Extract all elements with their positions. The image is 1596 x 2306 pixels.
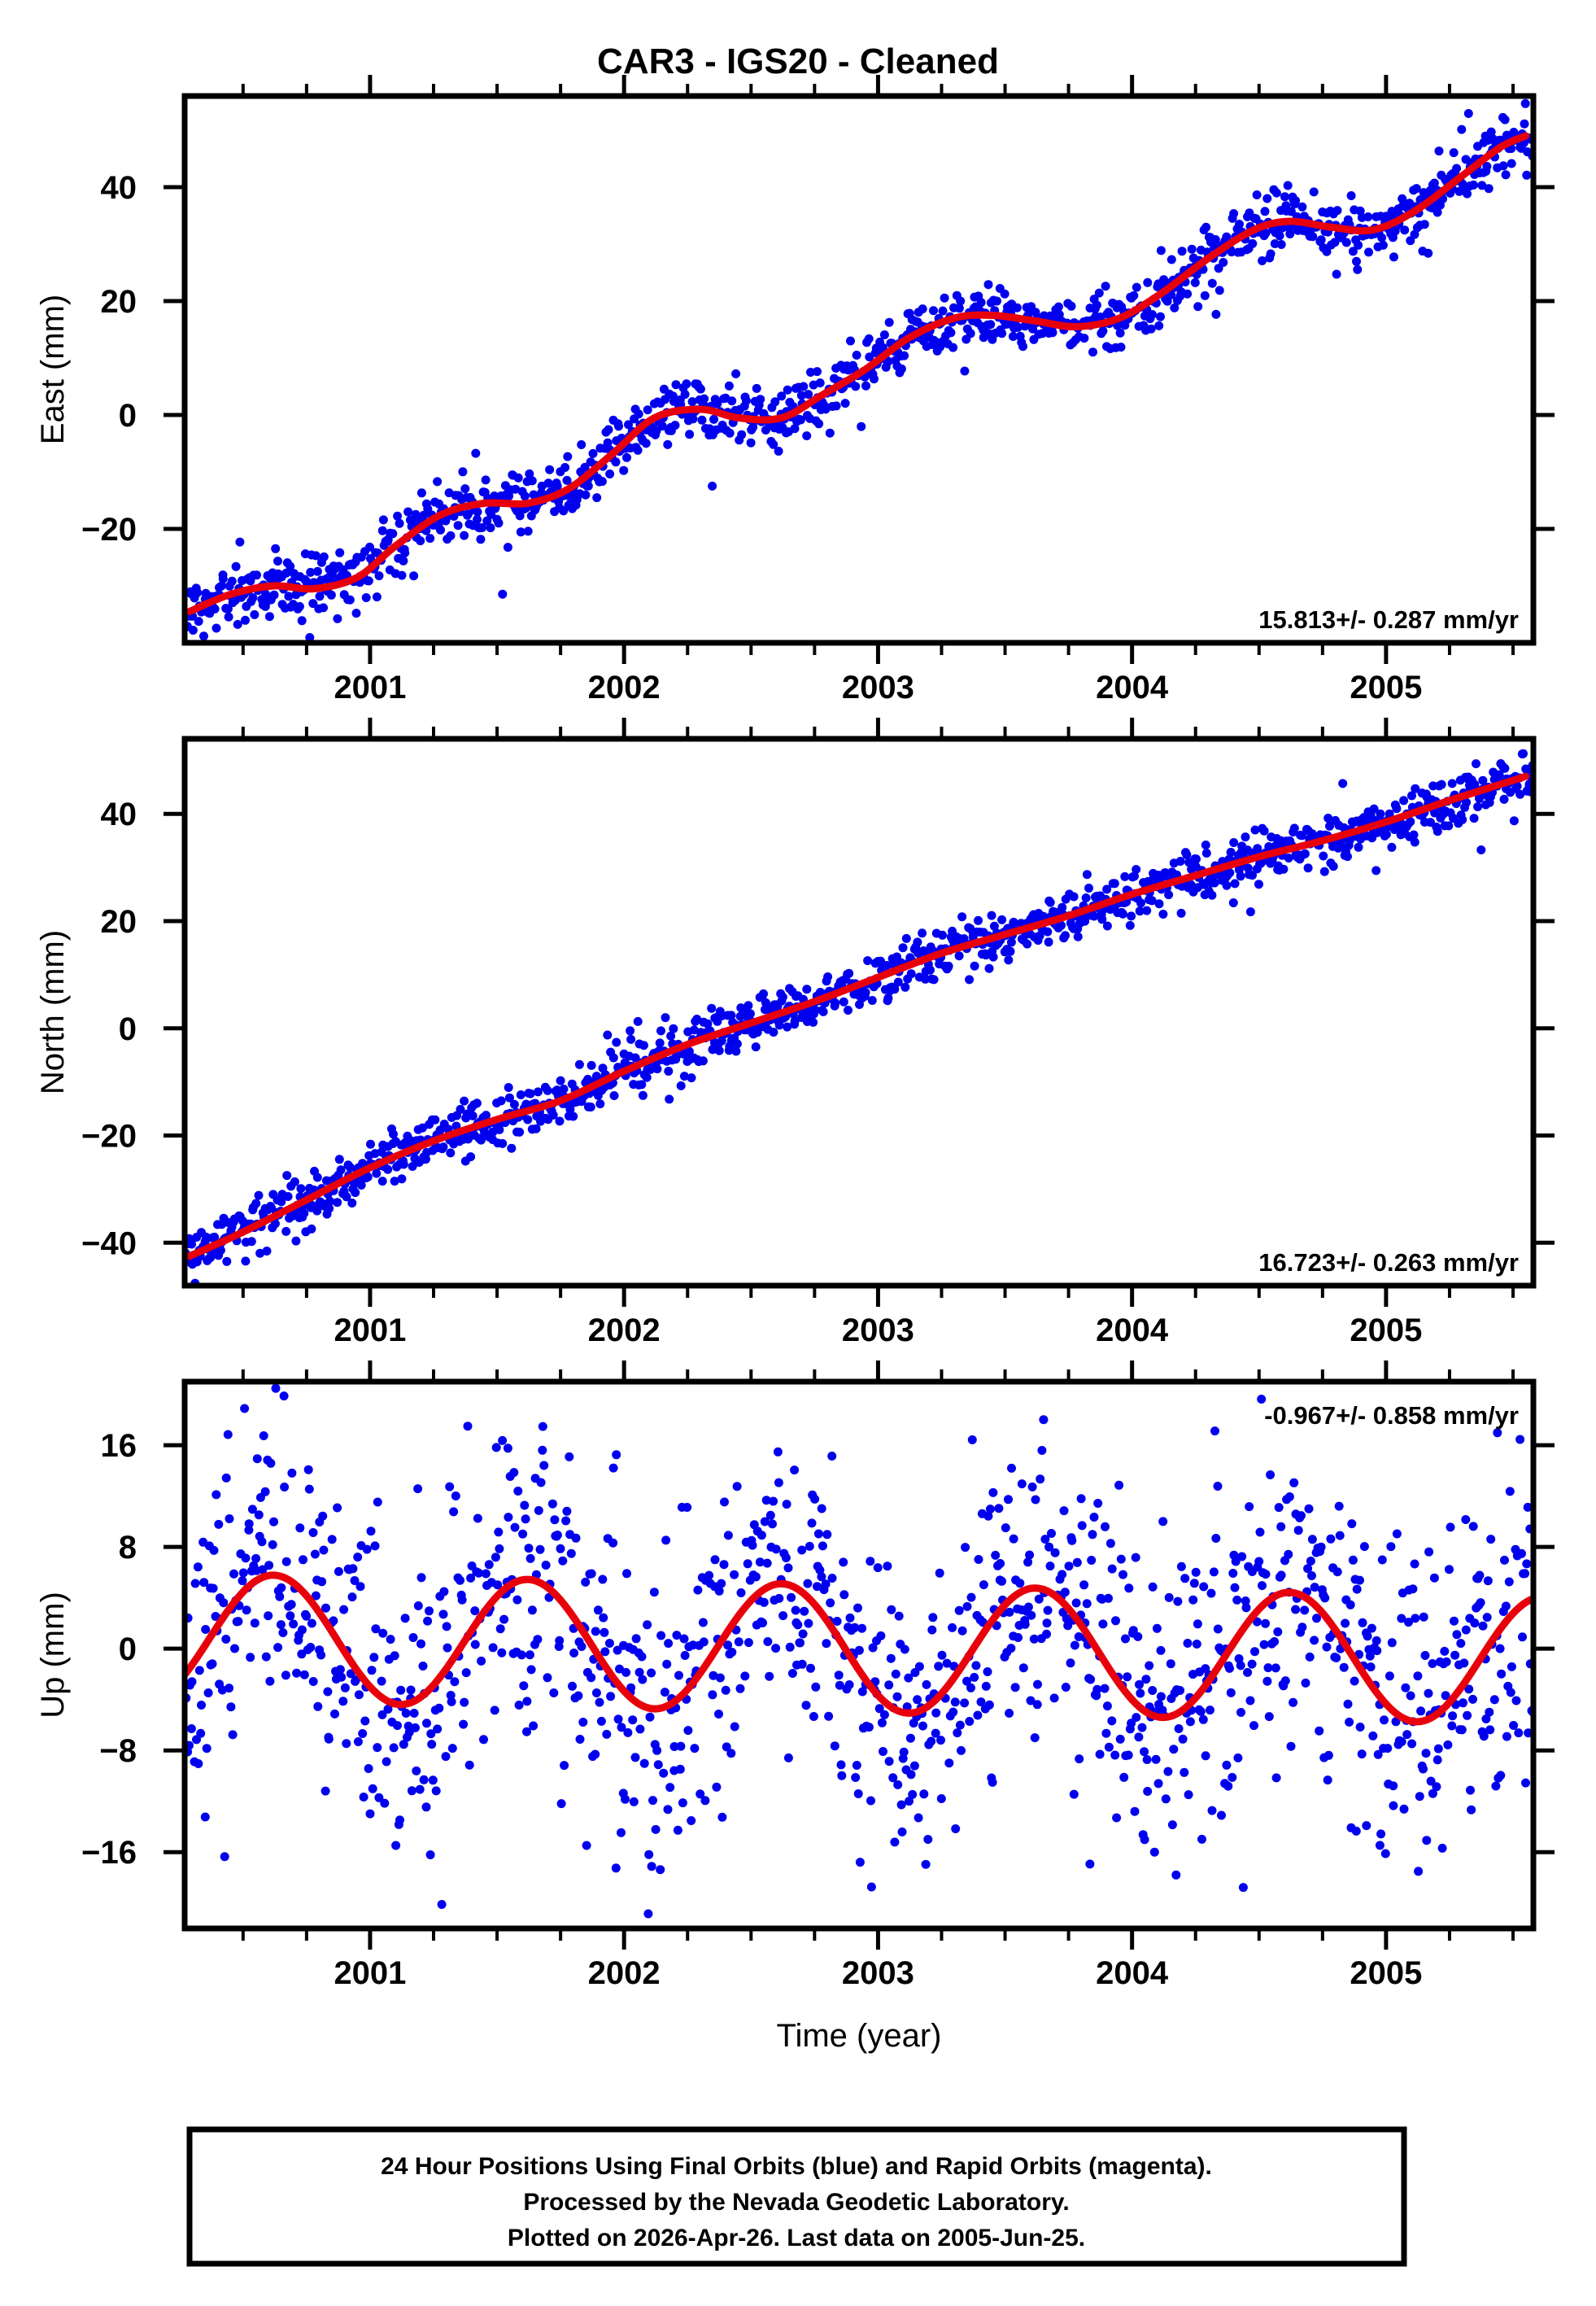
x-tick-label: 2003: [842, 1312, 914, 1348]
y-tick-label: 0: [119, 1011, 137, 1047]
panel-up-frame: [181, 1378, 1537, 1932]
y-tick-label: 0: [119, 398, 137, 434]
panel-east-trend-line: [185, 132, 1530, 615]
x-axis-label: Time (year): [777, 2018, 942, 2054]
x-tick-label: 2002: [588, 1312, 661, 1348]
y-tick-label: 20: [101, 284, 137, 320]
panels-group: 2001 2002 2003 2004 2005 −20 0 20 40 East (mm) 15.…: [35, 75, 1555, 1991]
panel-north-y-ticks: −40 −20 0 20 40: [81, 797, 1555, 1261]
x-tick-label: 2005: [1350, 1312, 1422, 1348]
panel-north-frame: [181, 736, 1537, 1289]
panel-north-y-axis-label: North (mm): [35, 930, 71, 1094]
x-tick-label: 2005: [1350, 1955, 1422, 1991]
x-tick-label: 2001: [334, 1312, 406, 1348]
panel-east-x-ticks: [241, 75, 1515, 664]
y-tick-label: 40: [101, 797, 137, 832]
panel-up-x-ticks: [241, 1360, 1515, 1950]
x-tick-label: 2003: [842, 670, 914, 705]
panel-up-y-ticks: −16 −8 0 8 16: [81, 1428, 1555, 1871]
x-tick-label: 2005: [1350, 670, 1422, 705]
y-tick-label: −40: [81, 1225, 137, 1261]
x-tick-label: 2001: [334, 1955, 406, 1991]
y-tick-label: −20: [81, 1119, 137, 1155]
y-tick-label: 0: [119, 1631, 137, 1667]
panel-up-scatter: [185, 1383, 1533, 1919]
panel-east-y-ticks: −20 0 20 40: [81, 170, 1555, 548]
y-tick-label: 40: [101, 170, 137, 206]
panel-up-data: [185, 1383, 1533, 1919]
x-tick-label: 2004: [1096, 1955, 1169, 1991]
footer-box: 24 Hour Positions Using Final Orbits (bl…: [186, 2126, 1407, 2267]
footer-line-3: Plotted on 2026-Apr-26. Last data on 200…: [508, 2225, 1085, 2251]
panel-up-x-tick-labels: 2001 2002 2003 2004 2005: [334, 1955, 1422, 1991]
x-tick-label: 2004: [1096, 1312, 1169, 1348]
y-tick-label: −20: [81, 512, 137, 548]
x-axis-label-group: Time (year): [777, 2018, 942, 2054]
panel-up-trend-line: [185, 1571, 1533, 1726]
y-tick-label: 8: [119, 1530, 137, 1566]
footer-line-1: 24 Hour Positions Using Final Orbits (bl…: [381, 2153, 1212, 2180]
panel-east-data: [185, 98, 1533, 642]
panel-east-y-axis-label: East (mm): [35, 295, 71, 444]
footer-line-2: Processed by the Nevada Geodetic Laborat…: [523, 2189, 1069, 2216]
y-tick-label: 16: [101, 1428, 137, 1464]
y-tick-label: −8: [99, 1733, 137, 1769]
x-tick-label: 2001: [334, 670, 406, 705]
panel-north-x-ticks: [241, 718, 1515, 1307]
panel-north-data: [185, 749, 1533, 1286]
footer-box-border: [186, 2126, 1407, 2267]
panel-up-y-axis-label: Up (mm): [35, 1592, 71, 1719]
x-tick-label: 2004: [1096, 670, 1169, 705]
figure-title: CAR3 - IGS20 - Cleaned: [597, 41, 999, 81]
panel-east-rate-label: 15.813+/- 0.287 mm/yr: [1258, 605, 1519, 634]
y-tick-label: −16: [81, 1835, 137, 1871]
panel-up-rate-label: -0.967+/- 0.858 mm/yr: [1264, 1401, 1519, 1430]
x-tick-label: 2002: [588, 1955, 661, 1991]
panel-east: 2001 2002 2003 2004 2005 −20 0 20 40 East (mm) 15.…: [35, 75, 1555, 705]
panel-up: 2001 2002 2003 2004 2005 −16 −8 0 8 16 Up (mm) -0.9…: [35, 1360, 1555, 1991]
panel-east-x-tick-labels: 2001 2002 2003 2004 2005: [334, 670, 1422, 705]
panel-north-trend-line: [185, 772, 1530, 1260]
x-tick-label: 2002: [588, 670, 661, 705]
panel-north-x-tick-labels: 2001 2002 2003 2004 2005: [334, 1312, 1422, 1348]
y-tick-label: 20: [101, 904, 137, 940]
x-tick-label: 2003: [842, 1955, 914, 1991]
panel-north-rate-label: 16.723+/- 0.263 mm/yr: [1258, 1248, 1519, 1277]
panel-north: 2001 2002 2003 2004 2005 −40 −20 0 20 40 North (mm…: [35, 718, 1555, 1348]
panel-east-frame: [181, 93, 1537, 646]
